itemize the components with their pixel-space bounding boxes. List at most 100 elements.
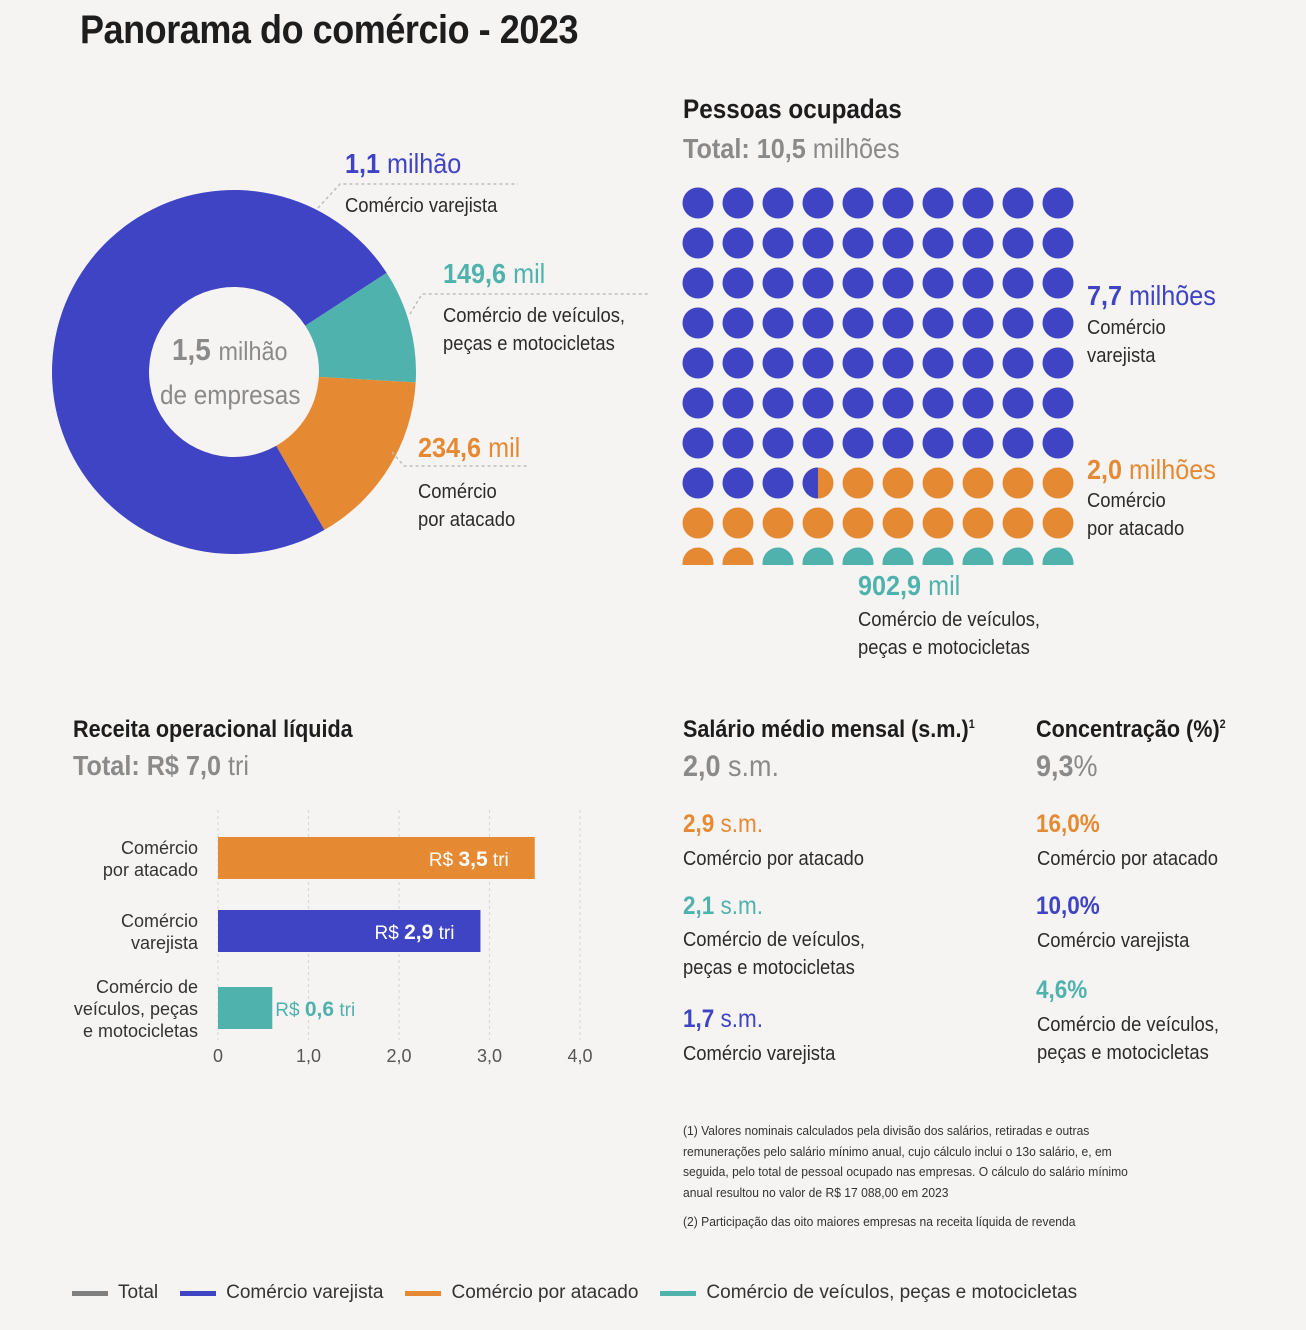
waffle-dot-varejista <box>1042 307 1074 339</box>
waffle-dot-veiculos <box>922 547 954 565</box>
waffle-chart <box>682 187 1074 565</box>
waffle-dot-varejista <box>842 347 874 379</box>
waffle-dot-atacado <box>842 507 874 539</box>
waffle-dot-varejista <box>682 187 714 219</box>
concentracao-title: Concentração (%)2 <box>1036 716 1226 743</box>
salario-varejista-value: 1,7 s.m. <box>683 1005 764 1033</box>
waffle-dot-varejista <box>722 307 754 339</box>
waffle-dot-varejista <box>1002 427 1034 459</box>
concentracao-veiculos-value: 4,6% <box>1036 976 1088 1004</box>
donut-center-value: 1,5 milhão <box>172 332 288 367</box>
x-tick-label: 3,0 <box>477 1046 502 1066</box>
waffle-dot-varejista <box>1042 427 1074 459</box>
waffle-dot-varejista <box>802 387 834 419</box>
legend-item-atacado: Comércio por atacado <box>405 1282 638 1304</box>
waffle-dot-varejista <box>882 347 914 379</box>
footnote-2: (2) Participação das oito maiores empres… <box>683 1214 1076 1229</box>
waffle-dot-varejista <box>882 267 914 299</box>
waffle-dot-varejista <box>762 267 794 299</box>
bar-value-label: R$ 0,6 tri <box>275 998 355 1021</box>
waffle-dot-varejista <box>762 227 794 259</box>
donut-slice-atacado <box>276 376 416 530</box>
bar-category-label: por atacado <box>103 860 198 880</box>
waffle-dot-veiculos <box>882 547 914 565</box>
donut-label-varejista-value: 1,1 milhão <box>345 148 462 179</box>
salario-total: 2,0 s.m. <box>683 750 780 783</box>
waffle-dot-varejista <box>1002 347 1034 379</box>
waffle-dot-varejista <box>722 467 754 499</box>
waffle-dot-varejista <box>922 227 954 259</box>
waffle-dot-varejista <box>842 227 874 259</box>
waffle-dot-varejista <box>1002 227 1034 259</box>
waffle-dot-split-blue <box>802 467 818 499</box>
bar-category-label: veículos, peças <box>74 999 198 1019</box>
waffle-dot-atacado <box>842 467 874 499</box>
legend: Total Comércio varejista Comércio por at… <box>72 1282 1099 1304</box>
waffle-label-varejista-name-2: varejista <box>1087 345 1156 367</box>
waffle-dot-atacado <box>682 547 714 565</box>
waffle-dot-varejista <box>1042 187 1074 219</box>
waffle-dot-atacado <box>962 507 994 539</box>
waffle-dot-varejista <box>762 307 794 339</box>
waffle-dot-varejista <box>842 187 874 219</box>
donut-leader-lines <box>317 183 648 467</box>
waffle-dot-varejista <box>682 387 714 419</box>
bar-value-label: R$ 3,5 tri <box>429 848 509 871</box>
waffle-total: Total: 10,5 milhões <box>683 133 900 164</box>
waffle-dot-varejista <box>762 187 794 219</box>
waffle-dot-varejista <box>962 347 994 379</box>
concentracao-total: 9,3% <box>1036 750 1098 783</box>
waffle-dot-atacado <box>682 507 714 539</box>
waffle-dot-varejista <box>1042 267 1074 299</box>
waffle-dot-varejista <box>842 387 874 419</box>
waffle-dot-atacado <box>922 507 954 539</box>
waffle-dot-atacado <box>722 547 754 565</box>
waffle-dot-varejista <box>1042 347 1074 379</box>
waffle-dot-varejista <box>762 467 794 499</box>
waffle-dot-atacado <box>962 467 994 499</box>
waffle-dot-varejista <box>962 427 994 459</box>
waffle-dot-varejista <box>682 307 714 339</box>
legend-swatch-varejista <box>180 1290 217 1296</box>
donut-label-atacado-name-1: Comércio <box>418 481 497 503</box>
salario-atacado-value: 2,9 s.m. <box>683 810 764 838</box>
waffle-dot-varejista <box>842 307 874 339</box>
salario-veiculos-name-2: peças e motocicletas <box>683 957 855 979</box>
waffle-label-atacado-name-1: Comércio <box>1087 490 1166 512</box>
waffle-dot-varejista <box>962 387 994 419</box>
donut-center-line2: de empresas <box>160 380 301 410</box>
legend-swatch-atacado <box>405 1290 442 1296</box>
waffle-dot-varejista <box>722 427 754 459</box>
donut-label-atacado-name-2: por atacado <box>418 509 516 531</box>
legend-item-varejista: Comércio varejista <box>180 1282 383 1304</box>
waffle-dot-varejista <box>922 387 954 419</box>
waffle-dot-varejista <box>722 347 754 379</box>
waffle-dot-atacado <box>802 507 834 539</box>
waffle-dot-atacado <box>882 507 914 539</box>
waffle-dot-varejista <box>682 427 714 459</box>
waffle-dot-varejista <box>682 347 714 379</box>
waffle-dot-atacado <box>1002 507 1034 539</box>
waffle-dot-veiculos <box>1002 547 1034 565</box>
waffle-label-varejista-name-1: Comércio <box>1087 317 1166 339</box>
waffle-dot-varejista <box>682 267 714 299</box>
waffle-label-veiculos-name-1: Comércio de veículos, <box>858 609 1041 631</box>
legend-item-total: Total <box>72 1282 158 1304</box>
waffle-dot-atacado <box>922 467 954 499</box>
bar-atacado <box>218 837 535 879</box>
concentracao-varejista-value: 10,0% <box>1036 892 1100 920</box>
waffle-dot-varejista <box>682 467 714 499</box>
waffle-dot-varejista <box>802 227 834 259</box>
salario-veiculos-value: 2,1 s.m. <box>683 892 764 920</box>
concentracao-atacado-value: 16,0% <box>1036 810 1100 838</box>
waffle-dot-varejista <box>802 267 834 299</box>
leader-atacado <box>391 451 528 467</box>
waffle-dot-varejista <box>802 427 834 459</box>
waffle-dot-varejista <box>1042 227 1074 259</box>
bar-total: Total: R$ 7,0 tri <box>73 750 249 781</box>
waffle-dot-varejista <box>762 387 794 419</box>
waffle-dot-varejista <box>1002 307 1034 339</box>
waffle-dot-varejista <box>1002 387 1034 419</box>
waffle-dot-varejista <box>842 427 874 459</box>
x-tick-label: 2,0 <box>386 1046 411 1066</box>
